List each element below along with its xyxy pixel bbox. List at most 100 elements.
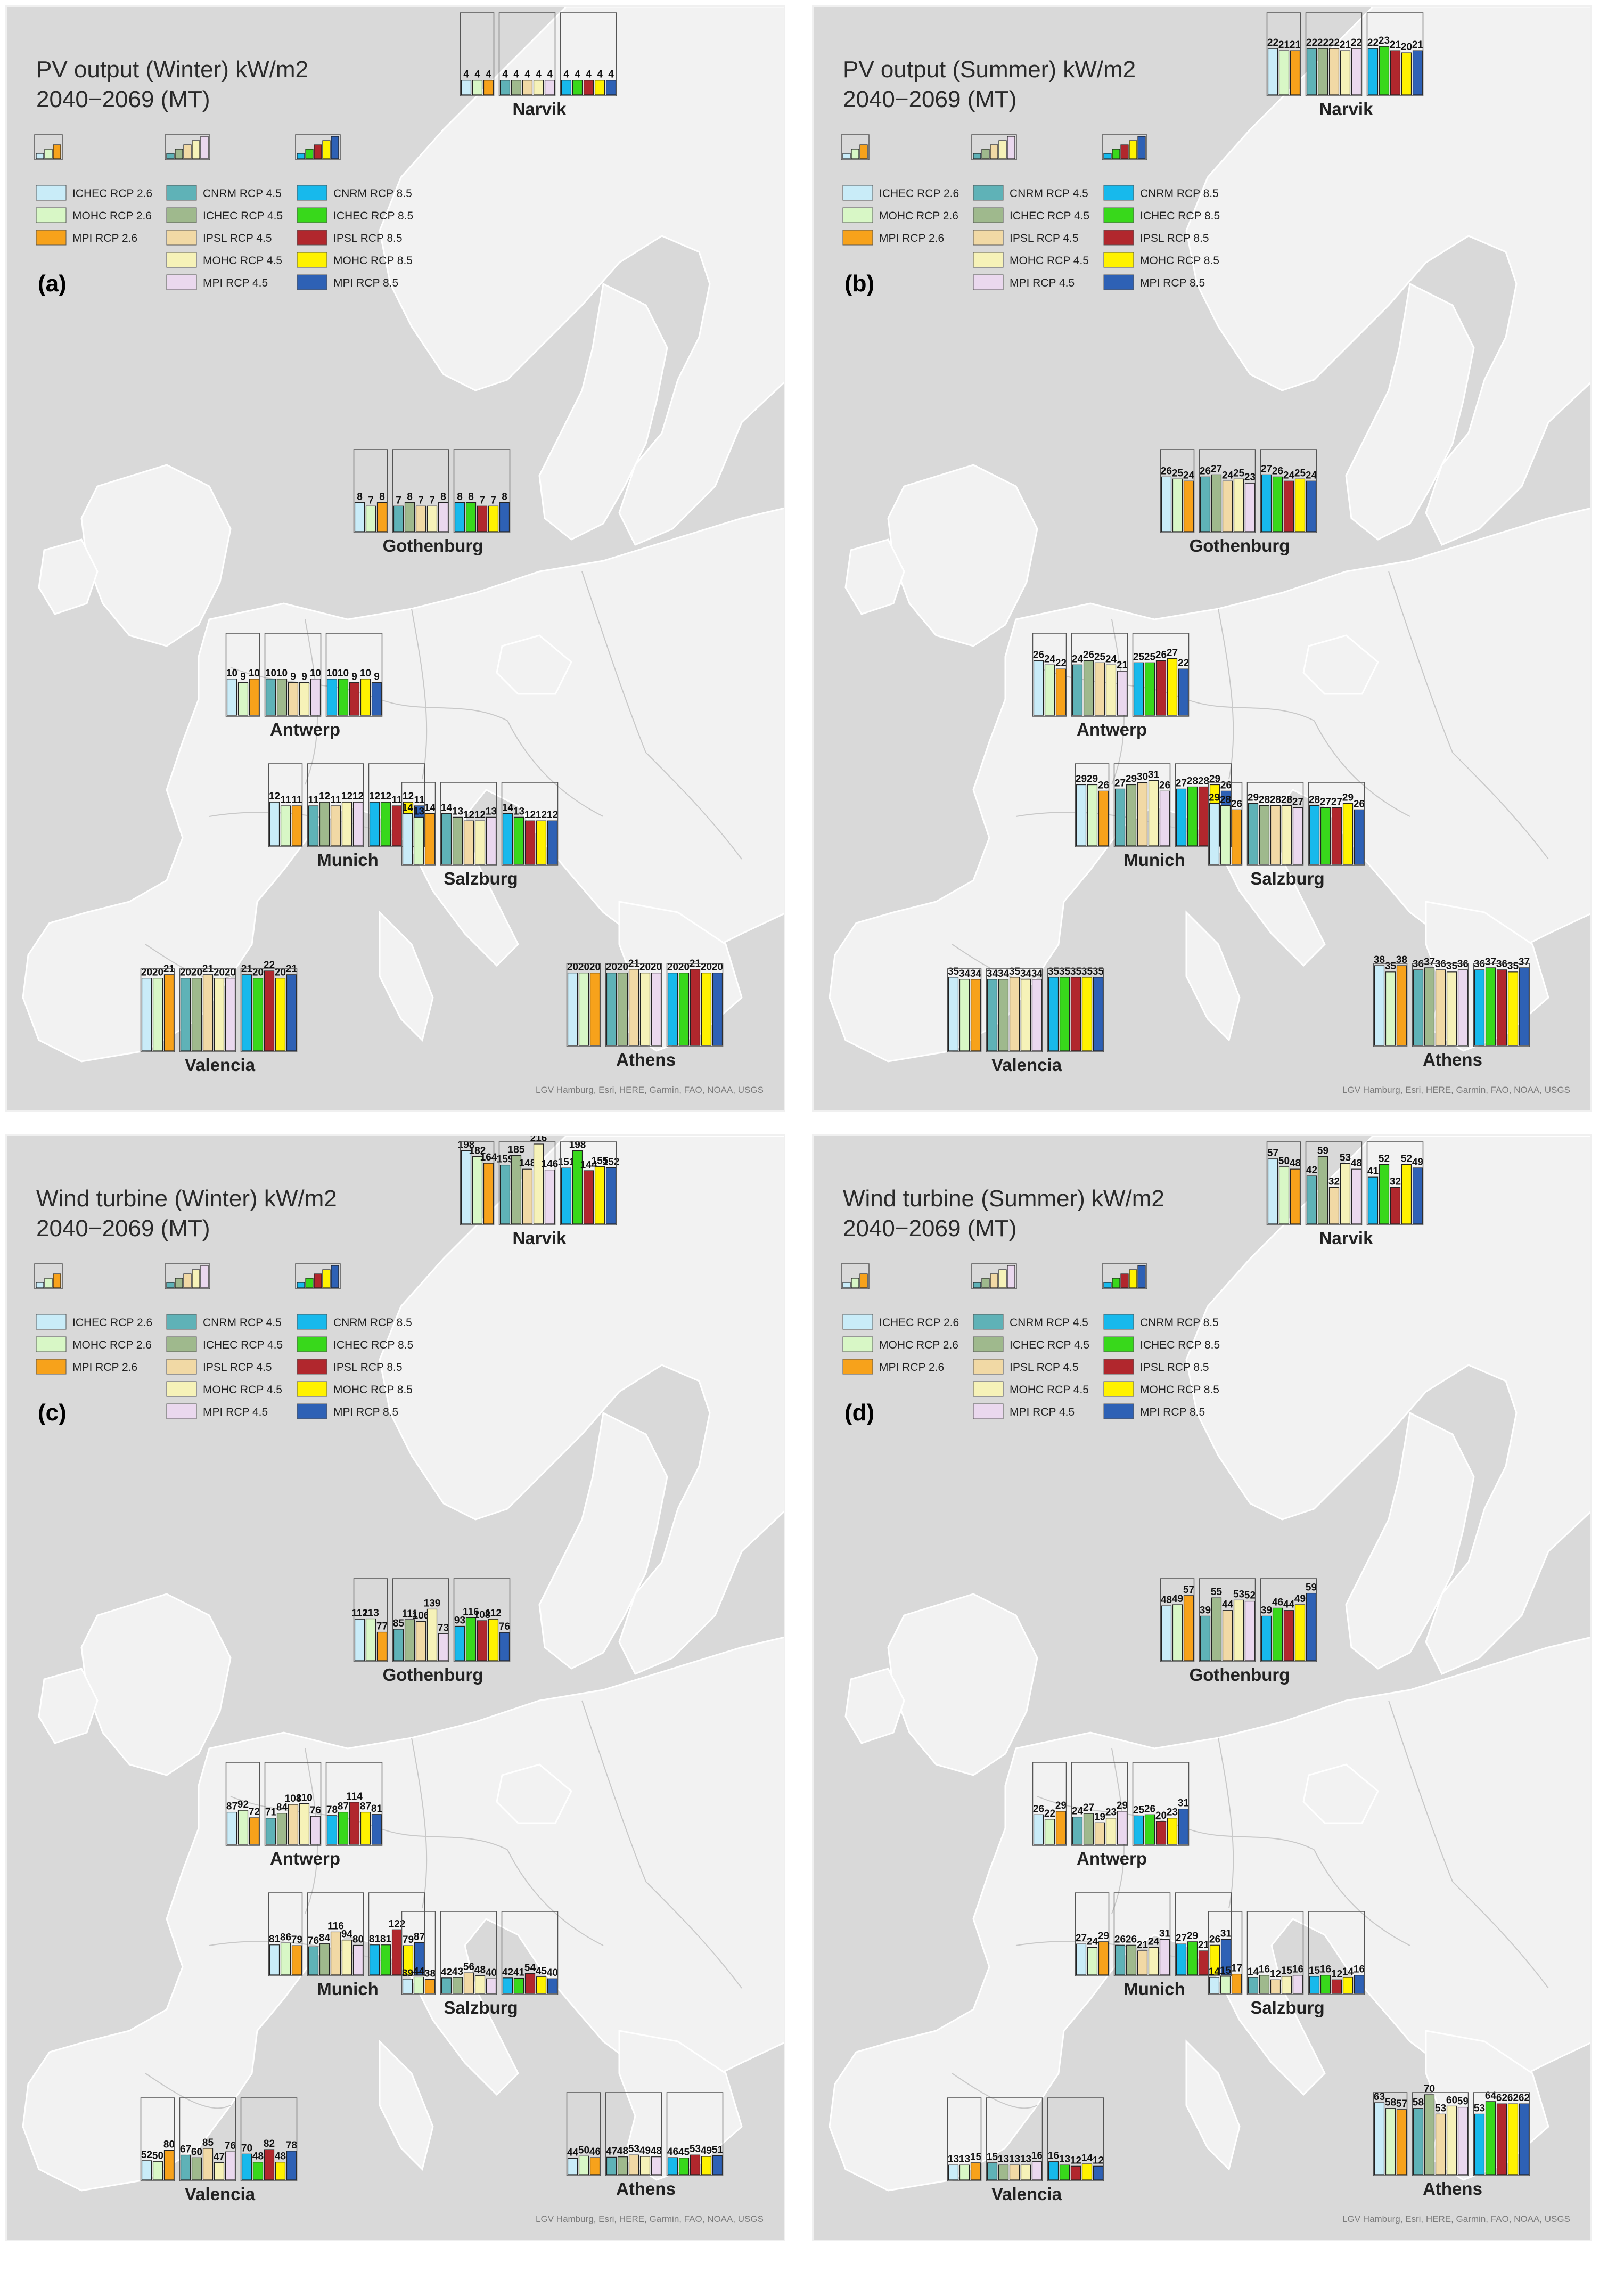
value-label: 20 [141,967,152,978]
bar [1167,1818,1178,1845]
bar [371,1814,382,1845]
bar [1351,48,1362,95]
bar [606,2156,617,2175]
value-label: 20 [578,962,589,973]
legend-label: IPSL RCP 4.5 [203,1361,272,1374]
value-label: 26 [1200,465,1211,477]
legend-label: IPSL RCP 8.5 [1140,1361,1209,1374]
bar-group-frame [307,1892,364,1976]
legend-label: MOHC RCP 4.5 [203,1384,282,1396]
legend-icon-bar [297,1282,305,1288]
city-label: Valencia [991,2184,1062,2204]
value-label: 71 [265,1807,277,1818]
legend-icon-bar [842,153,851,159]
bar [252,978,264,1051]
value-label: 20 [214,967,225,978]
bar [1320,1975,1331,1994]
legend-icon-bar [1129,1269,1137,1288]
value-label: 35 [1081,966,1093,977]
legend-swatch [1103,207,1134,223]
city-bar-group: 13 13 15 15 13 13 13 16 16 13 12 14 12 [947,2097,1104,2181]
legend-swatch [297,1314,327,1330]
bar [1290,50,1301,95]
value-label: 29 [1098,1931,1109,1942]
bar [1292,807,1303,865]
bar [1126,784,1137,846]
bar-group-frame [140,968,175,1052]
bar [376,1631,388,1661]
value-label: 38 [424,1968,436,1980]
city-bar-group: 22 21 21 22 22 22 21 22 22 23 21 20 21 [1266,12,1423,96]
legend-swatch [973,207,1004,223]
bar [524,820,536,865]
legend-swatch [297,1403,327,1419]
value-label: 4 [547,69,553,80]
bar [1244,483,1256,532]
legend-swatch [1103,1381,1134,1397]
bar-group-frame [264,1762,322,1846]
legend-icon-frame [1102,134,1147,160]
legend-swatch [1103,185,1134,201]
value-label: 10 [360,668,371,679]
value-label: 14 [1081,2153,1093,2164]
land-mass [22,507,784,1063]
value-label: 29 [1117,1800,1128,1811]
value-label: 23 [1379,35,1390,46]
legend-swatch [973,1336,1004,1352]
city-bar-group: 10 9 10 10 10 9 9 10 10 10 9 10 9 [225,633,383,717]
value-label: 159 [497,1154,514,1165]
value-label: 28 [1309,794,1320,805]
value-label: 12 [352,791,364,802]
value-label: 27 [1292,796,1303,807]
bar [1267,1158,1278,1224]
bar-group-frame [401,1911,436,1995]
value-label: 28 [1198,775,1209,787]
value-label: 20 [701,962,712,973]
value-label: 13 [486,806,497,817]
land-mass [1185,1136,1590,1675]
bar [1161,1605,1172,1661]
bar [561,80,572,95]
value-label: 27 [1320,796,1331,807]
value-label: 26 [1159,780,1170,791]
value-label: 25 [1233,468,1245,479]
bar [1367,1176,1379,1224]
bar-group-frame [1160,449,1195,533]
legend-label: MOHC RCP 2.6 [879,1339,958,1351]
value-label: 26 [1155,649,1167,660]
bar [341,1940,352,1975]
value-label: 8 [357,491,363,502]
bar [461,1150,472,1224]
country-border [507,1849,604,1946]
value-label: 67 [180,2144,191,2155]
value-label: 15 [1309,1965,1320,1976]
bar [365,505,376,532]
bar-group-frame [501,1911,559,1995]
bar [152,978,163,1051]
legend-swatch [297,1381,327,1397]
bar [326,1815,338,1845]
legend-swatch [297,274,327,290]
panel-title: Wind turbine (Winter) kW/m2 2040−2069 (M… [36,1184,337,1244]
value-label: 35 [1093,966,1104,977]
bar [513,816,524,865]
bar [712,973,723,1046]
bar [1155,1821,1167,1845]
land-mass [379,7,784,546]
bar [319,1943,330,1975]
legend-label: MPI RCP 8.5 [1140,1406,1205,1418]
legend-icon-bar [1007,136,1015,159]
bar-group-frame [1366,1141,1424,1225]
value-label: 36 [1457,959,1469,970]
bar [1087,1947,1098,1975]
value-label: 31 [1159,1928,1171,1940]
value-label: 44 [413,1966,425,1977]
bar-group-frame [225,633,260,717]
bar [404,502,415,532]
value-label: 57 [1183,1584,1194,1596]
value-label: 34 [1031,968,1043,979]
bar [639,973,651,1046]
value-label: 48 [474,1965,486,1976]
